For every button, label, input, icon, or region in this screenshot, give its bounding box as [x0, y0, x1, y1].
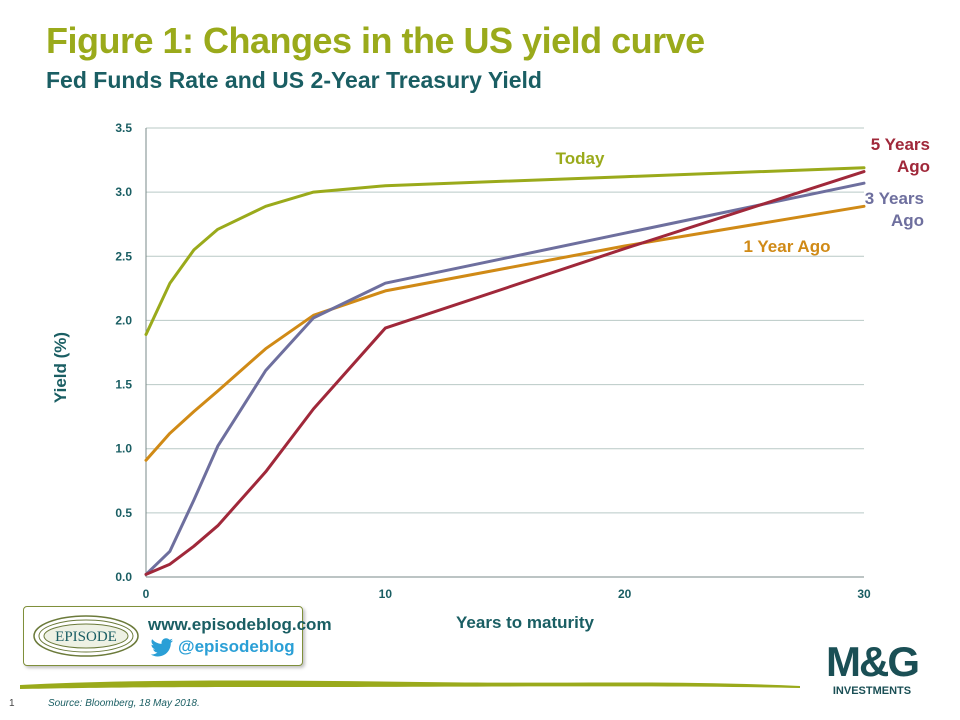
series-label: 3 Years	[865, 189, 924, 208]
y-tick-label: 1.0	[115, 442, 132, 456]
y-tick-label: 3.0	[115, 185, 132, 199]
y-tick-label: 2.0	[115, 313, 132, 327]
y-axis-title: Yield (%)	[51, 332, 70, 403]
mg-logo-mark: M&G	[826, 638, 918, 685]
yield-curve-chart: 0.0 0.5 1.0 1.5 2.0 2.5 3.0 3.5 0 10 20 30 Years to …	[51, 121, 930, 632]
episode-logo-text: EPISODE	[55, 629, 117, 645]
series-label: 1 Year Ago	[744, 237, 831, 256]
y-tick-label: 1.5	[115, 378, 132, 392]
episode-logo: EPISODE	[33, 615, 139, 657]
x-tick-label: 10	[379, 587, 393, 601]
source-note: Source: Bloomberg, 18 May 2018.	[48, 698, 200, 709]
x-tick-label: 20	[618, 587, 632, 601]
series-line-today	[144, 166, 866, 336]
y-tick-label: 0.0	[115, 570, 132, 584]
x-axis-title: Years to maturity	[456, 613, 594, 632]
series-line-5-years-ago	[144, 170, 866, 576]
x-tick-label: 0	[143, 587, 150, 601]
y-tick-label: 0.5	[115, 506, 132, 520]
page-number: 1	[9, 698, 15, 709]
blog-url-link[interactable]: www.episodeblog.com	[148, 615, 332, 634]
footer-stripe	[20, 680, 800, 689]
series-line-1-year-ago	[144, 204, 866, 462]
mg-investments-logo: M&G INVESTMENTS	[826, 638, 920, 697]
series-label: Today	[556, 149, 605, 168]
y-tick-label: 3.5	[115, 121, 132, 135]
twitter-handle-link[interactable]: @episodeblog	[178, 637, 295, 656]
episode-blog-banner[interactable]: EPISODE www.episodeblog.com @episodeblog	[23, 606, 332, 666]
mg-logo-subtext: INVESTMENTS	[833, 685, 911, 697]
series-label: Ago	[891, 211, 924, 230]
series-label: Ago	[897, 157, 930, 176]
series-line-3-years-ago	[144, 181, 866, 576]
page-subtitle: Fed Funds Rate and US 2-Year Treasury Yi…	[46, 67, 542, 93]
twitter-icon	[150, 638, 173, 657]
x-tick-label: 30	[857, 587, 871, 601]
y-tick-label: 2.5	[115, 249, 132, 263]
series-label: 5 Years	[871, 135, 930, 154]
page-title: Figure 1: Changes in the US yield curve	[46, 20, 705, 61]
